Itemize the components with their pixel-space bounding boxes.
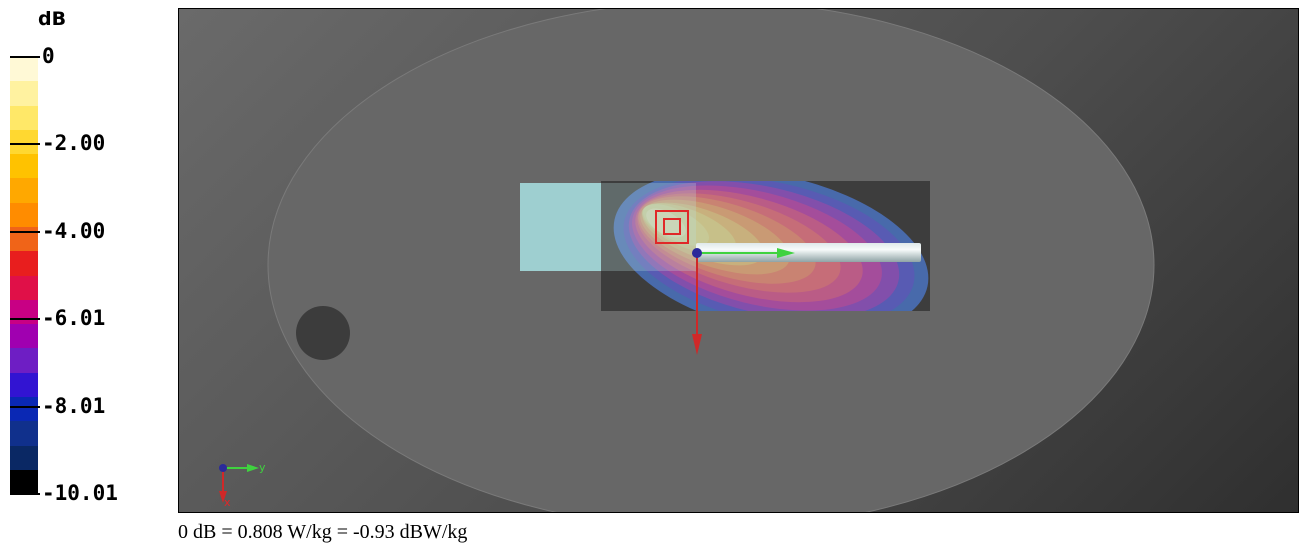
scale-tick [10,230,40,233]
color-scale-bar [10,57,38,495]
scale-swatch [10,299,38,325]
peak-marker-outer [655,210,689,244]
device-origin-point [692,248,702,258]
scale-swatch [10,81,38,106]
device-x-arrow-icon [692,334,702,355]
scale-label: -2.00 [42,131,106,156]
scale-label: -8.01 [42,393,106,418]
scale-tick [10,493,40,495]
scale-tick [10,405,40,408]
scale-swatch [10,445,38,470]
scale-swatch [10,275,38,300]
reference-level-footnote: 0 dB = 0.808 W/kg = -0.93 dBW/kg [178,521,468,543]
scale-swatch [10,324,38,349]
triad-y-label: y [259,461,266,474]
scale-swatch [10,202,38,227]
scale-swatch [10,154,38,179]
legend-unit-label: dB [38,8,67,30]
color-scale-legend: dB 0 -2.00 -4.00 -6.01 -8.01 -10.01 [0,0,170,520]
viewport-canvas: y x [219,9,1155,512]
scale-swatch [10,372,38,397]
scale-tick [10,56,40,58]
scale-swatch [10,396,38,422]
scale-label: 0 [42,44,55,68]
scale-swatch [10,469,38,495]
antenna-rod [696,243,921,262]
triad-x-label: x [224,496,231,509]
scale-swatch [10,421,38,446]
scale-tick [10,318,40,321]
phantom-reference-hole [296,306,350,360]
scale-swatch [10,129,38,155]
scale-swatch [10,348,38,373]
scale-swatch [10,178,38,203]
scale-label: -4.00 [42,218,106,243]
scale-swatch [10,57,38,82]
scale-swatch [10,105,38,130]
scale-swatch [10,251,38,276]
axis-triad: y x [219,461,266,509]
peak-marker-inner [663,218,681,235]
scale-tick [10,143,40,146]
scale-label: -10.01 [42,481,118,505]
sar-3d-viewport[interactable]: y x [178,8,1299,513]
scale-label: -6.01 [42,306,106,331]
device-y-arrow-icon [777,248,795,258]
